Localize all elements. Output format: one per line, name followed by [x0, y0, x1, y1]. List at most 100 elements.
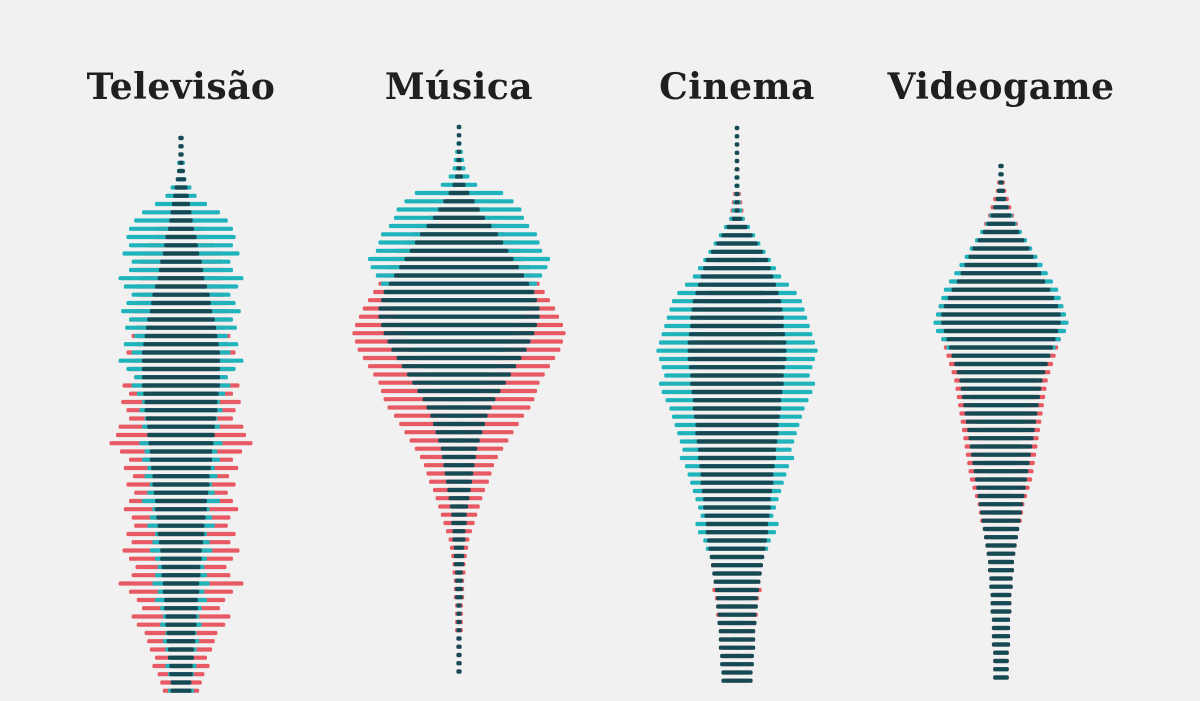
bar-s2-c3-r13: [960, 271, 1042, 276]
bar-s2-c3-r5: [993, 205, 1009, 210]
bar-s2-c3-r48: [988, 559, 1014, 565]
bar-s2-c1-r15: [409, 248, 509, 253]
bar-s2-c2-r42: [700, 472, 774, 477]
bar-s2-c0-r39: [149, 457, 213, 462]
bar-s2-c2-r33: [692, 398, 782, 403]
bar-s2-c1-r33: [422, 397, 496, 402]
bar-s2-c1-r28: [396, 355, 522, 361]
bar-s2-c0-r32: [144, 399, 218, 405]
bar-s2-c3-r9: [977, 238, 1025, 243]
bar-s2-c3-r15: [951, 287, 1051, 292]
bar-s2-c0-r36: [147, 432, 215, 438]
bar-s2-c3-r12: [964, 262, 1038, 268]
bar-s2-c0-r62: [168, 647, 194, 652]
bar-s2-c2-r65: [720, 662, 754, 667]
bar-s2-c3-r26: [959, 378, 1043, 383]
bar-s2-c3-r36: [972, 460, 1030, 466]
bar-s2-c3-r59: [993, 650, 1009, 655]
bar-s2-c2-r66: [721, 670, 753, 675]
bar-s2-c0-r42: [152, 482, 210, 487]
bar-s2-c1-r7: [452, 182, 466, 187]
bar-s2-c2-r54: [712, 571, 762, 576]
bar-s2-c2-r28: [687, 356, 787, 362]
bar-s2-c1-r9: [443, 199, 475, 204]
bar-s2-c0-r46: [156, 515, 206, 520]
bar-s2-c1-r52: [453, 553, 465, 559]
bar-s2-c1-r29: [401, 364, 517, 369]
bar-s2-c2-r2: [734, 142, 740, 147]
bar-s2-c0-r3: [178, 160, 184, 165]
bar-s2-c1-r59: [456, 611, 462, 616]
bar-s2-c3-r29: [963, 403, 1039, 408]
bar-s2-c1-r35: [430, 413, 488, 418]
bar-s2-c0-r13: [164, 243, 198, 248]
bar-s2-c1-r31: [412, 380, 506, 385]
bar-s2-c2-r64: [720, 653, 754, 659]
bar-s2-c1-r62: [456, 636, 462, 641]
bar-s2-c0-r19: [152, 292, 210, 297]
bar-s2-c3-r58: [991, 642, 1011, 647]
bar-s2-c0-r21: [149, 309, 213, 314]
bar-s2-c0-r4: [177, 168, 185, 174]
bar-s2-c1-r26: [387, 339, 531, 344]
bar-s2-c2-r23: [690, 315, 784, 320]
bar-s2-c2-r53: [711, 563, 763, 568]
bar-s2-c0-r5: [175, 177, 187, 182]
bar-s2-c0-r30: [142, 383, 220, 388]
bar-s2-c0-r7: [173, 193, 189, 198]
bar-s2-c0-r51: [160, 556, 202, 561]
bar-s2-c0-r41: [152, 474, 210, 479]
bar-s2-c2-r46: [703, 505, 771, 510]
bar-s2-c2-r15: [711, 249, 763, 254]
bar-s2-c3-r39: [976, 485, 1026, 490]
bar-s2-c1-r2: [456, 141, 462, 146]
bar-s2-c2-r48: [705, 521, 769, 527]
bar-s2-c0-r26: [142, 350, 220, 355]
bar-s2-c2-r59: [717, 612, 757, 617]
bar-s2-c2-r38: [696, 439, 778, 444]
bar-s2-c2-r30: [690, 373, 784, 378]
bar-s2-c1-r12: [426, 223, 492, 229]
bar-s2-c1-r47: [451, 512, 467, 517]
bar-s2-c1-r16: [404, 256, 514, 262]
bar-s2-c3-r40: [977, 493, 1025, 499]
bar-s2-c2-r25: [688, 332, 786, 337]
bar-s2-c3-r55: [991, 617, 1011, 622]
bar-s2-c2-r0: [734, 125, 740, 131]
bar-s2-c0-r65: [169, 672, 193, 677]
bar-s2-c0-r57: [164, 606, 198, 611]
bar-s2-c1-r25: [383, 331, 535, 336]
bar-s2-c0-r25: [143, 342, 219, 347]
bar-s2-c3-r46: [985, 543, 1017, 548]
bar-s2-c2-r16: [705, 257, 769, 263]
bar-s2-c1-r3: [456, 149, 462, 154]
bar-s2-c0-r61: [166, 639, 196, 644]
bar-s2-c0-r43: [153, 490, 209, 495]
bar-s2-c3-r2: [998, 180, 1004, 185]
bar-s2-c2-r50: [707, 538, 767, 543]
bar-s2-c1-r34: [426, 405, 492, 410]
bar-s2-c2-r7: [734, 183, 740, 188]
bar-s2-c0-r44: [155, 498, 207, 504]
bar-s2-c2-r49: [705, 530, 769, 535]
bar-s2-c0-r56: [164, 597, 198, 603]
bar-s2-c1-r11: [433, 215, 485, 220]
bar-s2-c2-r20: [695, 290, 779, 296]
bar-s2-c1-r18: [394, 273, 524, 278]
bar-s2-c3-r44: [982, 526, 1020, 532]
bar-s2-c2-r34: [692, 406, 782, 411]
bar-s2-c1-r36: [433, 421, 485, 427]
bar-s2-c0-r0: [178, 135, 184, 141]
bar-s2-c0-r23: [145, 325, 217, 330]
bar-s2-c3-r28: [962, 394, 1040, 400]
bar-s2-c2-r56: [714, 587, 760, 593]
bar-s2-c2-r35: [694, 414, 780, 419]
title-videogame: Videogame: [887, 66, 1115, 108]
bar-s2-c1-r39: [440, 446, 478, 451]
bar-s2-c2-r47: [704, 513, 770, 518]
bar-s2-c3-r41: [978, 502, 1024, 507]
bar-s2-c0-r12: [165, 234, 197, 240]
bar-s2-c1-r61: [456, 628, 462, 633]
bar-s2-c1-r50: [452, 537, 466, 542]
